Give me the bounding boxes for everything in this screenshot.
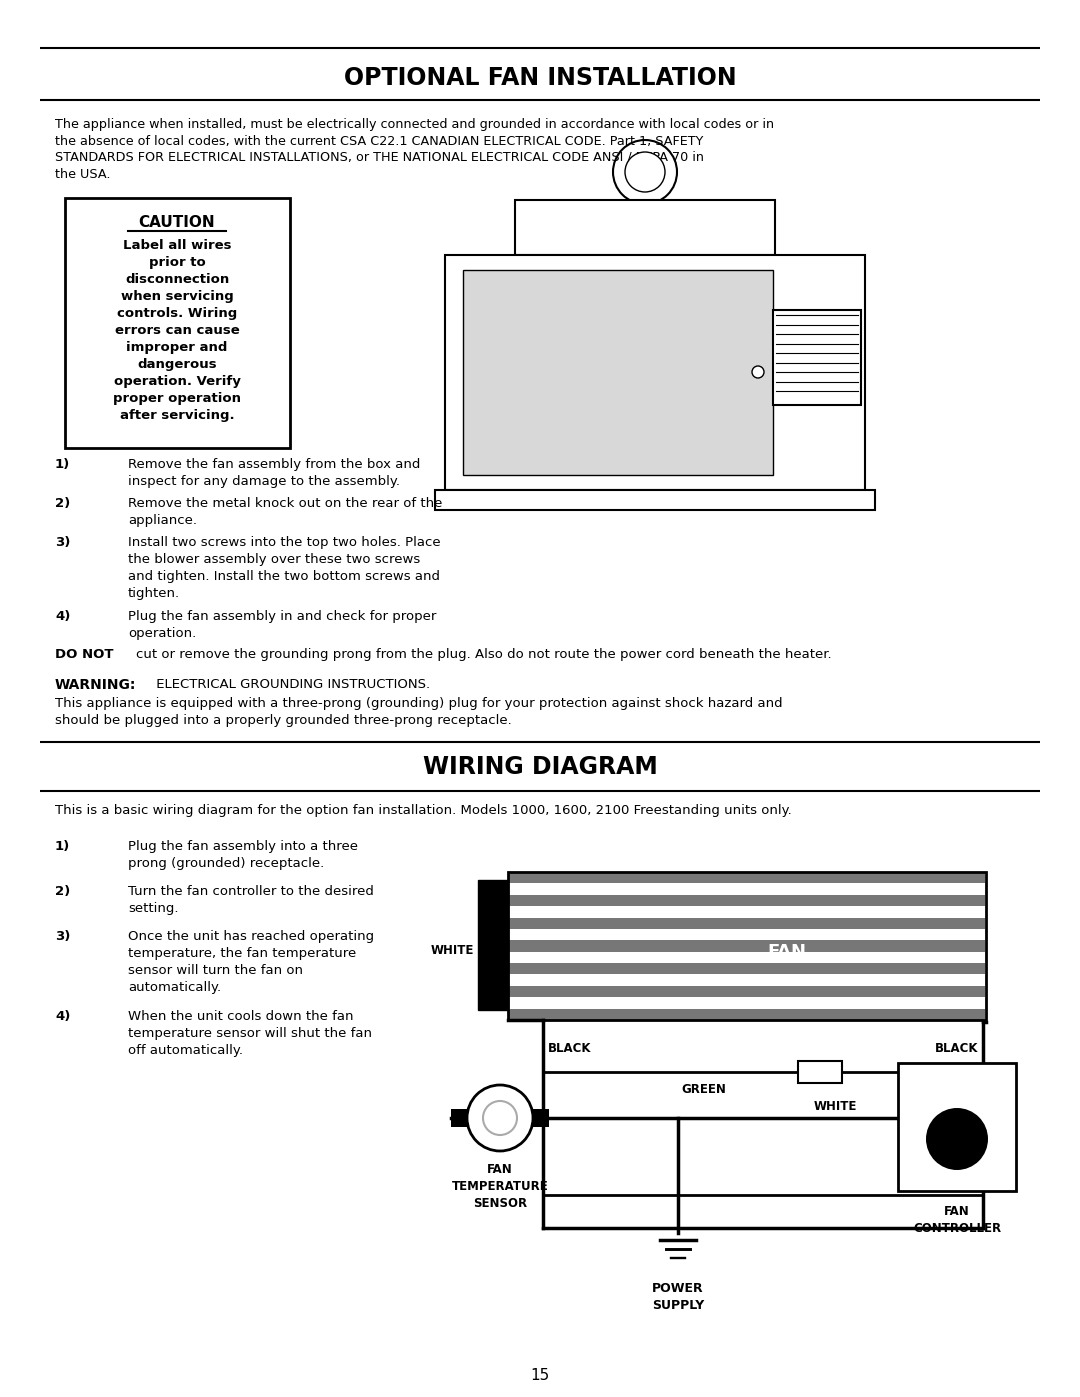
Text: DO NOT: DO NOT: [55, 648, 113, 661]
Text: the USA.: the USA.: [55, 168, 110, 180]
Bar: [509, 883, 985, 894]
Text: proper operation: proper operation: [113, 393, 241, 405]
Bar: [435, 490, 875, 510]
Text: Remove the fan assembly from the box and
inspect for any damage to the assembly.: Remove the fan assembly from the box and…: [129, 458, 420, 488]
Circle shape: [467, 1085, 534, 1151]
Bar: [509, 894, 985, 907]
Text: should be plugged into a properly grounded three-prong receptacle.: should be plugged into a properly ground…: [55, 714, 512, 726]
Text: POWER
SUPPLY: POWER SUPPLY: [652, 1282, 704, 1312]
Text: Remove the metal knock out on the rear of the
appliance.: Remove the metal knock out on the rear o…: [129, 497, 443, 527]
Text: 2): 2): [55, 886, 70, 898]
Bar: [445, 256, 865, 490]
Bar: [451, 1109, 467, 1127]
Text: 1): 1): [55, 840, 70, 854]
Text: Turn the fan controller to the desired
setting.: Turn the fan controller to the desired s…: [129, 886, 374, 915]
Bar: [509, 918, 985, 929]
Text: Once the unit has reached operating
temperature, the fan temperature
sensor will: Once the unit has reached operating temp…: [129, 930, 374, 995]
Bar: [509, 975, 985, 986]
Text: improper and: improper and: [126, 341, 228, 353]
Text: FAN
CONTROLLER: FAN CONTROLLER: [913, 1206, 1001, 1235]
Text: Label all wires: Label all wires: [123, 239, 231, 251]
Bar: [509, 951, 985, 963]
Text: dangerous: dangerous: [137, 358, 217, 372]
Text: 4): 4): [55, 1010, 70, 1023]
Text: OPTIONAL FAN INSTALLATION: OPTIONAL FAN INSTALLATION: [343, 66, 737, 89]
Bar: [773, 310, 861, 405]
Text: WARNING:: WARNING:: [55, 678, 136, 692]
Text: STANDARDS FOR ELECTRICAL INSTALLATIONS, or THE NATIONAL ELECTRICAL CODE ANSI / N: STANDARDS FOR ELECTRICAL INSTALLATIONS, …: [55, 151, 704, 163]
Text: when servicing: when servicing: [121, 291, 233, 303]
Text: WHITE: WHITE: [431, 943, 474, 957]
Text: 15: 15: [530, 1368, 550, 1383]
Text: FAN
TEMPERATURE
SENSOR: FAN TEMPERATURE SENSOR: [451, 1162, 549, 1210]
Bar: [509, 907, 985, 918]
Bar: [65, 198, 291, 448]
Text: Plug the fan assembly in and check for proper
operation.: Plug the fan assembly in and check for p…: [129, 610, 436, 640]
Text: controls. Wiring: controls. Wiring: [117, 307, 238, 320]
Bar: [509, 963, 985, 975]
Bar: [509, 986, 985, 997]
Text: 3): 3): [55, 930, 70, 943]
Circle shape: [752, 366, 764, 379]
Text: the absence of local codes, with the current CSA C22.1 CANADIAN ELECTRICAL CODE.: the absence of local codes, with the cur…: [55, 134, 703, 148]
Bar: [897, 1063, 1016, 1192]
Text: When the unit cools down the fan
temperature sensor will shut the fan
off automa: When the unit cools down the fan tempera…: [129, 1010, 372, 1058]
Circle shape: [483, 1101, 517, 1134]
Text: after servicing.: after servicing.: [120, 409, 234, 422]
Bar: [509, 1009, 985, 1020]
Bar: [508, 872, 986, 1020]
Bar: [509, 872, 985, 883]
Text: errors can cause: errors can cause: [114, 324, 240, 337]
Text: 1): 1): [55, 458, 70, 471]
Bar: [798, 1060, 842, 1083]
Bar: [509, 929, 985, 940]
Text: 3): 3): [55, 536, 70, 549]
Circle shape: [625, 152, 665, 191]
Text: WHITE: WHITE: [813, 1099, 856, 1113]
Circle shape: [926, 1108, 988, 1171]
Text: Install two screws into the top two holes. Place
the blower assembly over these : Install two screws into the top two hole…: [129, 536, 441, 599]
Text: GREEN: GREEN: [681, 1083, 726, 1097]
Text: WIRING DIAGRAM: WIRING DIAGRAM: [422, 754, 658, 780]
Bar: [509, 940, 985, 951]
Bar: [478, 880, 508, 1010]
Bar: [534, 1109, 549, 1127]
Text: BLACK: BLACK: [548, 1042, 592, 1055]
Circle shape: [613, 140, 677, 204]
Text: disconnection: disconnection: [125, 272, 229, 286]
Text: operation. Verify: operation. Verify: [113, 374, 241, 388]
Text: This is a basic wiring diagram for the option fan installation. Models 1000, 160: This is a basic wiring diagram for the o…: [55, 805, 792, 817]
Text: 4): 4): [55, 610, 70, 623]
Text: cut or remove the grounding prong from the plug. Also do not route the power cor: cut or remove the grounding prong from t…: [136, 648, 832, 661]
Text: ELECTRICAL GROUNDING INSTRUCTIONS.: ELECTRICAL GROUNDING INSTRUCTIONS.: [152, 678, 430, 692]
Text: Plug the fan assembly into a three
prong (grounded) receptacle.: Plug the fan assembly into a three prong…: [129, 840, 357, 870]
Text: prior to: prior to: [149, 256, 205, 270]
Bar: [515, 200, 775, 256]
Text: The appliance when installed, must be electrically connected and grounded in acc: The appliance when installed, must be el…: [55, 117, 774, 131]
Bar: [463, 270, 773, 475]
Text: 2): 2): [55, 497, 70, 510]
Text: CAUTION: CAUTION: [138, 215, 215, 231]
Text: FAN: FAN: [768, 943, 807, 961]
Text: BLACK: BLACK: [934, 1042, 978, 1055]
Bar: [509, 997, 985, 1009]
Text: This appliance is equipped with a three-prong (grounding) plug for your protecti: This appliance is equipped with a three-…: [55, 697, 783, 710]
